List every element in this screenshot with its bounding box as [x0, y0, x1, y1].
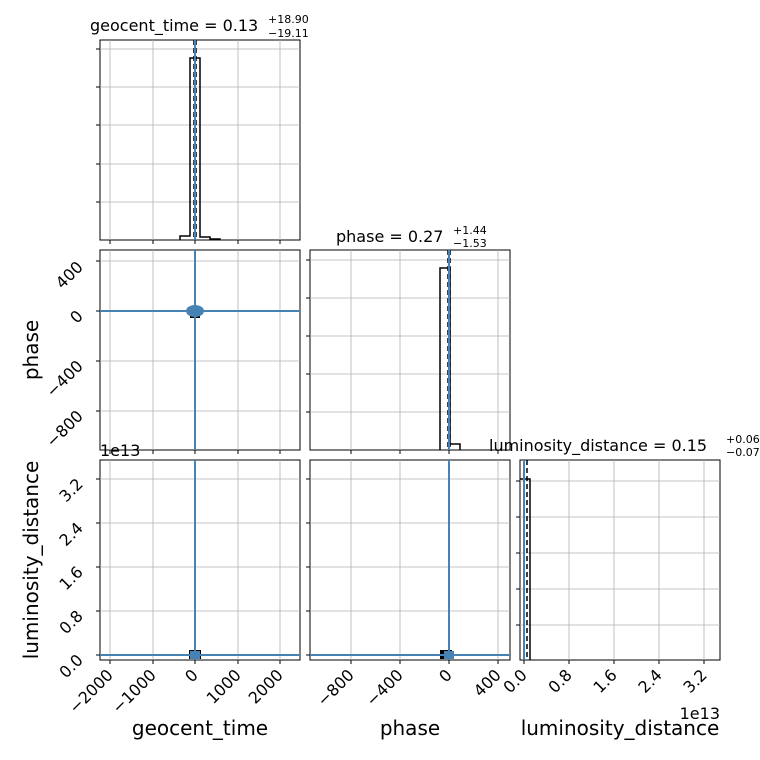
title-phase-sub: −1.53	[453, 237, 487, 250]
xtick-phase-m400: −400	[362, 665, 407, 710]
panel-frame	[309, 249, 511, 451]
tick-marks	[516, 480, 705, 664]
title-geocent-time-sup: +18.90	[268, 13, 309, 26]
ytick-ld-1.6: 1.6	[55, 562, 86, 593]
ytick-phase-400: 400	[52, 257, 87, 292]
tick-marks	[306, 259, 499, 454]
panel-frame	[99, 249, 301, 451]
ytick-phase-0: 0	[66, 306, 87, 327]
panel-geocent-time-hist: geocent_time = 0.13 +18.90 −19.11	[90, 13, 309, 244]
ytick-ld-3.2: 3.2	[55, 474, 86, 505]
tick-marks	[306, 478, 499, 664]
xtick-geocent-0: 0	[181, 665, 202, 686]
tick-marks	[96, 478, 281, 664]
histogram-geocent-time	[179, 57, 221, 240]
xtick-geocent-1000: 1000	[203, 665, 245, 707]
xtick-geocent-2000: 2000	[245, 665, 287, 707]
panel-geocent-time-vs-luminosity-distance: 0.0 0.8 1.6 2.4 3.2 1e13 luminosity_dist…	[19, 441, 301, 740]
ytick-phase-m800: −800	[42, 406, 87, 451]
title-phase-sup: +1.44	[453, 224, 487, 237]
xtick-ld-0.8: 0.8	[544, 665, 575, 696]
panel-frame	[519, 459, 721, 661]
ytick-ld-2.4: 2.4	[55, 518, 86, 549]
tick-marks	[96, 260, 281, 454]
xtick-ld-2.4: 2.4	[634, 665, 665, 696]
tick-marks	[96, 48, 281, 244]
ytick-ld-0.0: 0.0	[55, 650, 86, 681]
title-luminosity-distance: luminosity_distance = 0.15	[489, 436, 707, 456]
ylabel-luminosity-distance: luminosity_distance	[19, 461, 43, 660]
panel-frame	[99, 459, 301, 661]
xtick-ld-3.2: 3.2	[679, 665, 710, 696]
panel-luminosity-distance-hist: luminosity_distance = 0.15 +0.06 −0.07 0…	[489, 433, 760, 740]
y-offset-label: 1e13	[100, 441, 140, 460]
panel-phase-vs-luminosity-distance: −800 −400 0 400 phase	[306, 459, 511, 740]
panel-geocent-time-vs-phase: 400 0 −400 −800 phase	[19, 249, 301, 454]
panel-phase-hist: phase = 0.27 +1.44 −1.53	[306, 224, 511, 454]
title-ld-sub: −0.07	[726, 446, 760, 459]
ylabel-phase: phase	[19, 320, 43, 380]
xlabel-geocent-time: geocent_time	[132, 716, 268, 740]
title-geocent-time-sub: −19.11	[268, 27, 309, 40]
xtick-geocent-m1000: −1000	[108, 665, 160, 717]
xtick-ld-0.0: 0.0	[499, 665, 530, 696]
title-phase: phase = 0.27	[336, 227, 443, 246]
title-geocent-time: geocent_time = 0.13	[90, 16, 258, 36]
ytick-ld-0.8: 0.8	[55, 606, 86, 637]
title-ld-sup: +0.06	[726, 433, 760, 446]
panel-frame	[309, 459, 511, 661]
xtick-phase-m800: −800	[313, 665, 358, 710]
x-offset-label: 1e13	[680, 704, 720, 723]
ytick-phase-m400: −400	[42, 356, 87, 401]
xlabel-phase: phase	[380, 716, 440, 740]
xlabel-luminosity-distance: luminosity_distance	[521, 716, 720, 740]
xtick-ld-1.6: 1.6	[589, 665, 620, 696]
xtick-phase-0: 0	[435, 665, 456, 686]
